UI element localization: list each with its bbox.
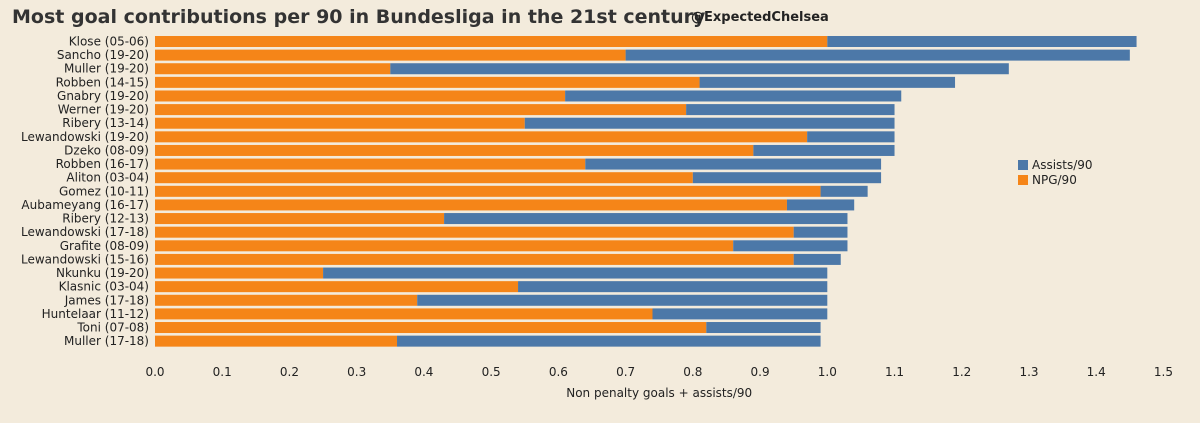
x-tick-label: 1.2: [952, 365, 971, 379]
author-handle: @ExpectedChelsea: [691, 10, 829, 25]
x-axis-label: Non penalty goals + assists/90: [566, 386, 752, 400]
legend-label: NPG/90: [1032, 173, 1077, 187]
category-label: James (17-18): [64, 293, 149, 307]
x-tick-label: 1.4: [1087, 365, 1106, 379]
bar-npg: [155, 90, 566, 102]
bar-assists: [652, 308, 828, 320]
bar-npg: [155, 294, 418, 306]
category-label: Ribery (13-14): [62, 116, 149, 130]
bar-assists: [820, 185, 868, 197]
bar-npg: [155, 117, 525, 129]
category-label: Sancho (19-20): [57, 48, 149, 62]
category-label: Klose (05-06): [69, 35, 149, 49]
bar-assists: [417, 294, 828, 306]
legend-label: Assists/90: [1032, 158, 1093, 172]
category-label: Nkunku (19-20): [56, 266, 149, 280]
x-tick-label: 0.4: [414, 365, 433, 379]
x-tick-label: 0.3: [347, 365, 366, 379]
bar-npg: [155, 322, 707, 334]
category-label: Muller (17-18): [64, 334, 149, 348]
x-tick-label: 0.2: [280, 365, 299, 379]
category-label: Ribery (12-13): [62, 212, 149, 226]
bar-assists: [733, 240, 848, 252]
bar-assists: [706, 322, 821, 334]
bar-npg: [155, 308, 653, 320]
x-tick-label: 1.0: [818, 365, 837, 379]
bar-npg: [155, 36, 828, 47]
bar-assists: [807, 131, 895, 143]
legend-swatch: [1018, 175, 1028, 185]
bar-npg: [155, 253, 794, 265]
x-tick-label: 0.0: [145, 365, 164, 379]
category-label: Toni (07-08): [76, 321, 149, 335]
bar-npg: [155, 226, 794, 238]
x-tick-label: 0.6: [549, 365, 568, 379]
bar-assists: [323, 267, 828, 279]
category-label: Gomez (10-11): [59, 184, 149, 198]
bar-npg: [155, 49, 626, 61]
x-tick-label: 0.7: [616, 365, 635, 379]
category-label: Lewandowski (17-18): [21, 225, 149, 239]
x-tick-label: 1.3: [1019, 365, 1038, 379]
bar-npg: [155, 76, 700, 88]
legend-swatch: [1018, 160, 1028, 170]
bar-npg: [155, 199, 787, 211]
bar-npg: [155, 131, 808, 143]
x-tick-label: 0.8: [683, 365, 702, 379]
bar-assists: [753, 144, 895, 156]
category-label: Aubameyang (16-17): [21, 198, 149, 212]
x-tick-label: 0.9: [751, 365, 770, 379]
bar-npg: [155, 240, 734, 252]
category-label: Huntelaar (11-12): [42, 307, 149, 321]
bar-assists: [686, 104, 895, 116]
x-tick-label: 0.5: [482, 365, 501, 379]
bar-assists: [699, 76, 956, 88]
bar-npg: [155, 63, 391, 75]
category-label: Robben (16-17): [56, 157, 149, 171]
bar-assists: [827, 36, 1137, 47]
bar-assists: [565, 90, 902, 102]
bar-npg: [155, 267, 324, 279]
bar-assists: [692, 172, 882, 184]
bar-npg: [155, 158, 586, 170]
bar-assists: [786, 199, 855, 211]
category-label: Lewandowski (15-16): [21, 252, 149, 266]
category-label: Gnabry (19-20): [57, 89, 149, 103]
category-label: Werner (19-20): [58, 103, 149, 117]
x-tick-label: 1.1: [885, 365, 904, 379]
bar-npg: [155, 104, 687, 116]
x-tick-label: 1.5: [1154, 365, 1173, 379]
bar-assists: [585, 158, 882, 170]
bar-npg: [155, 213, 445, 225]
bar-assists: [793, 253, 841, 265]
bar-assists: [444, 213, 848, 225]
category-label: Aliton (03-04): [66, 171, 149, 185]
category-label: Robben (14-15): [56, 75, 149, 89]
bar-assists: [518, 281, 828, 293]
category-label: Muller (19-20): [64, 62, 149, 76]
chart-title: Most goal contributions per 90 in Bundes…: [12, 6, 706, 28]
bar-npg: [155, 335, 398, 347]
bar-npg: [155, 144, 754, 156]
category-label: Klasnic (03-04): [59, 280, 149, 294]
bar-npg: [155, 172, 693, 184]
x-tick-label: 0.1: [213, 365, 232, 379]
category-label: Lewandowski (19-20): [21, 130, 149, 144]
category-label: Dzeko (08-09): [64, 143, 149, 157]
bar-assists: [524, 117, 895, 129]
bar-assists: [397, 335, 821, 347]
bar-npg: [155, 185, 821, 197]
bar-npg: [155, 281, 519, 293]
bar-assists: [390, 63, 1009, 75]
bar-assists: [793, 226, 848, 238]
category-label: Grafite (08-09): [60, 239, 149, 253]
bar-assists: [625, 49, 1130, 61]
